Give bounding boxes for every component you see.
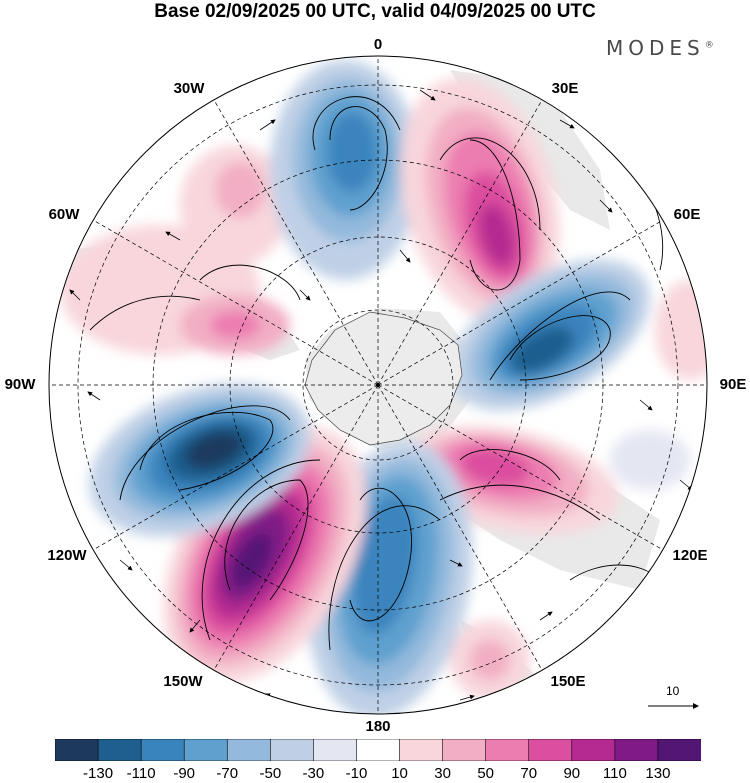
colorbar-tick-label: -30 xyxy=(302,765,325,782)
colorbar-swatch xyxy=(97,739,142,761)
map-title: Base 02/09/2025 00 UTC, valid 04/09/2025… xyxy=(154,1,596,22)
colorbar-swatch xyxy=(313,739,358,761)
graticule xyxy=(49,56,707,714)
lon-label-30e: 30E xyxy=(551,80,579,97)
reference-vector-label: 10 xyxy=(666,684,680,698)
colorbar xyxy=(55,739,701,761)
colorbar-tick-label: 90 xyxy=(563,765,581,782)
colorbar-tick-label: 70 xyxy=(520,765,538,782)
colorbar-swatch xyxy=(528,739,573,761)
streamlines xyxy=(89,96,664,651)
colorbar-tick-label: 110 xyxy=(602,765,627,782)
colorbar-swatch xyxy=(183,739,229,761)
antarctica-continent xyxy=(304,311,463,446)
lon-label-150w: 150W xyxy=(163,673,203,690)
lon-label-60w: 60W xyxy=(48,206,80,223)
lon-label-90e: 90E xyxy=(719,376,747,393)
lon-label-60e: 60E xyxy=(673,206,701,223)
lon-label-150e: 150E xyxy=(550,673,586,690)
colorbar-swatch xyxy=(657,739,701,761)
lon-label-90w: 90W xyxy=(4,376,36,393)
lon-label-120w: 120W xyxy=(47,547,87,564)
modes-logo: MODES® xyxy=(606,36,714,60)
colorbar-tick-label: 50 xyxy=(477,765,494,782)
map-border xyxy=(48,55,708,715)
colorbar-tick-label: 30 xyxy=(434,765,451,782)
colorbar-swatch xyxy=(356,739,401,761)
colorbar-swatch xyxy=(140,739,185,761)
colorbar-tick-label: -70 xyxy=(216,765,239,782)
lon-label-180: 180 xyxy=(365,718,391,735)
colorbar-swatch xyxy=(226,739,272,761)
brand-text: MODES xyxy=(606,36,705,60)
colorbar-swatch xyxy=(55,739,99,761)
lon-label-120e: 120E xyxy=(672,547,708,564)
colorbar-tick-label: 10 xyxy=(391,765,408,782)
colorbar-tick-label: -50 xyxy=(259,765,282,782)
colorbar-swatch xyxy=(399,739,444,761)
colorbar-swatch xyxy=(485,739,530,761)
colorbar-swatch xyxy=(571,739,616,761)
colorbar-tick-label: -10 xyxy=(345,765,368,782)
lon-label-0: 0 xyxy=(373,36,383,53)
lon-label-30w: 30W xyxy=(173,80,205,97)
colorbar-tick-label: -130 xyxy=(83,765,114,782)
registered-mark: ® xyxy=(704,40,714,51)
colorbar-swatch xyxy=(270,739,315,761)
colorbar-tick-label: 130 xyxy=(645,765,671,782)
colorbar-tick-label: -110 xyxy=(126,765,156,782)
colorbar-tick-label: -90 xyxy=(173,765,196,782)
colorbar-swatch xyxy=(442,739,487,761)
colorbar-swatch xyxy=(614,739,659,761)
map-disc xyxy=(49,56,707,714)
